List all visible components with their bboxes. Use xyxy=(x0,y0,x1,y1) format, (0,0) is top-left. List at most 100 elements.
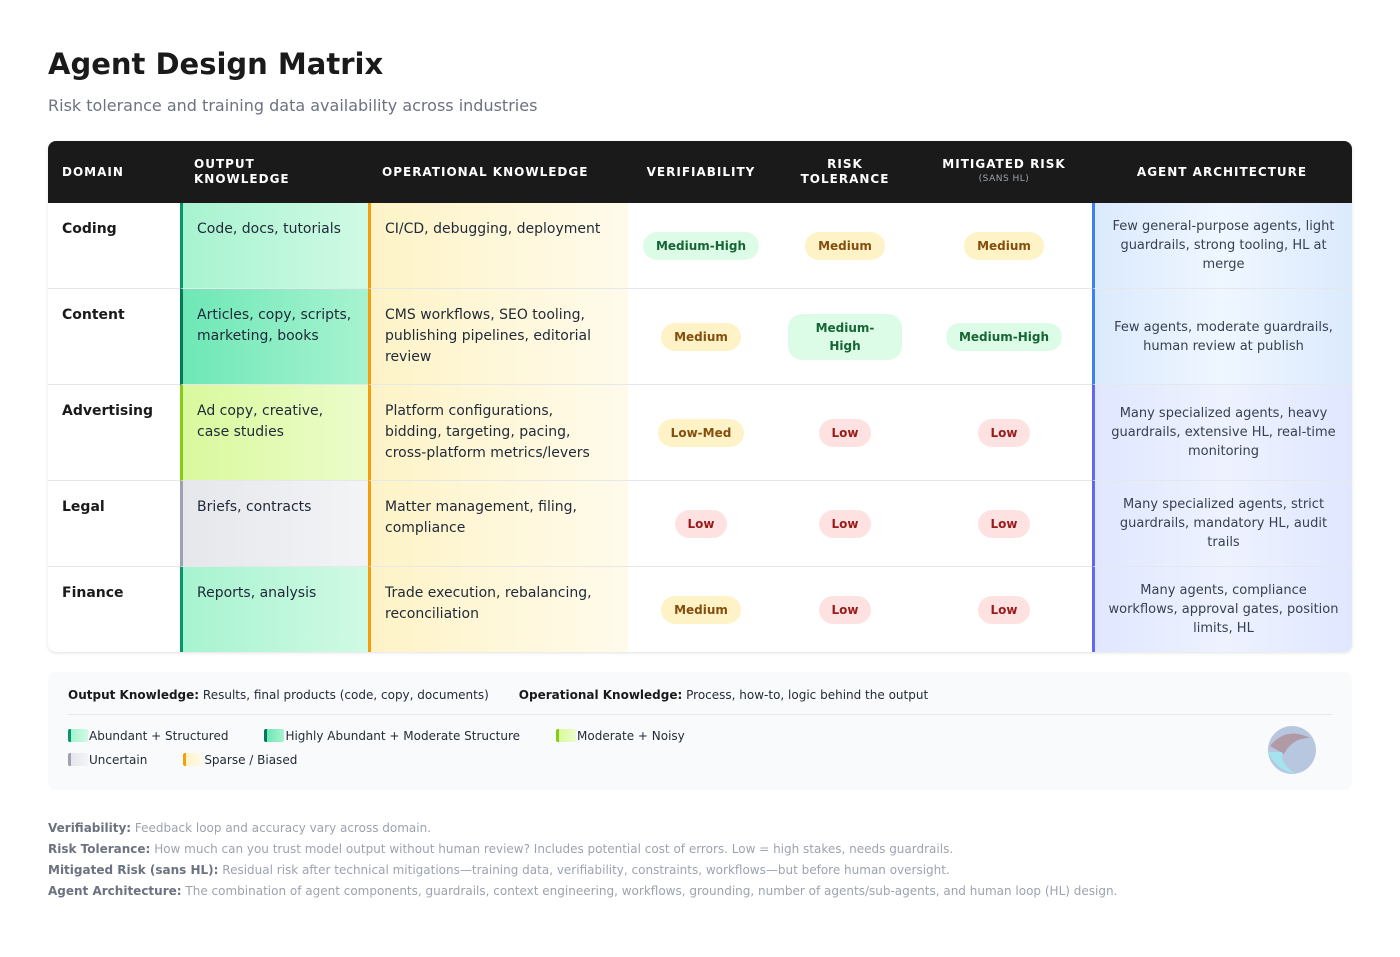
output-knowledge-cell: Code, docs, tutorials xyxy=(180,203,368,289)
domain-cell: Legal xyxy=(48,481,180,567)
footnote-text: The combination of agent components, gua… xyxy=(185,884,1118,898)
operational-knowledge-cell: CI/CD, debugging, deployment xyxy=(368,203,628,289)
legend-item: Highly Abundant + Moderate Structure xyxy=(264,729,520,743)
legend-item: Abundant + Structured xyxy=(68,729,228,743)
rating-badge: Low xyxy=(818,595,872,624)
column-header: OUTPUT KNOWLEDGE xyxy=(180,141,368,203)
verifiability-cell: Medium-High xyxy=(628,203,774,289)
risk-tolerance-cell: Medium-High xyxy=(774,289,916,385)
column-label: AGENT ARCHITECTURE xyxy=(1136,164,1308,179)
definition: Operational Knowledge: Process, how-to, … xyxy=(519,688,928,702)
footnote: Mitigated Risk (sans HL): Residual risk … xyxy=(48,860,1352,881)
risk-tolerance-cell: Low xyxy=(774,481,916,567)
operational-knowledge-cell: Platform configurations, bidding, target… xyxy=(368,385,628,481)
footnote-term: Verifiability: xyxy=(48,821,132,835)
rating-badge: Low xyxy=(977,595,1031,624)
column-label: MITIGATED RISK xyxy=(942,157,1066,171)
column-note: (SANS HL) xyxy=(978,174,1030,184)
logo-shape xyxy=(1268,752,1296,774)
domain-cell: Advertising xyxy=(48,385,180,481)
operational-knowledge-cell: Matter management, filing, compliance xyxy=(368,481,628,567)
footnote-term: Agent Architecture: xyxy=(48,884,182,898)
mitigated-risk-cell: Low xyxy=(916,567,1092,652)
rating-badge: Low xyxy=(674,509,728,538)
architecture-cell: Many specialized agents, heavy guardrail… xyxy=(1092,385,1352,481)
title: Agent Design Matrix xyxy=(48,47,384,81)
verifiability-cell: Low-Med xyxy=(628,385,774,481)
logo-shape xyxy=(1270,733,1310,754)
architecture-cell: Few agents, moderate guardrails, human r… xyxy=(1092,289,1352,385)
mitigated-risk-cell: Medium-High xyxy=(916,289,1092,385)
legend-swatch xyxy=(556,729,576,742)
legend-swatch xyxy=(68,729,88,742)
operational-knowledge-cell: Trade execution, rebalancing, reconcilia… xyxy=(368,567,628,652)
column-header: DOMAIN xyxy=(48,141,180,203)
column-label: OUTPUT KNOWLEDGE xyxy=(194,157,290,186)
definition: Output Knowledge: Results, final product… xyxy=(68,688,489,702)
architecture-cell: Many agents, compliance workflows, appro… xyxy=(1092,567,1352,652)
footnote-text: Residual risk after technical mitigation… xyxy=(222,863,950,877)
column-header: MITIGATED RISK (SANS HL) xyxy=(916,141,1092,203)
table-body: Coding Code, docs, tutorials CI/CD, debugg… xyxy=(48,203,1352,652)
category-legend: Abundant + Structured Highly Abundant + M… xyxy=(68,729,768,777)
definition-text: Process, how-to, logic behind the output xyxy=(686,688,929,702)
legend-label: Moderate + Noisy xyxy=(577,729,685,743)
legend-item: Sparse / Biased xyxy=(183,753,297,767)
footnote-text: How much can you trust model output with… xyxy=(154,842,954,856)
domain-cell: Finance xyxy=(62,585,124,601)
verifiability-cell: Medium xyxy=(628,289,774,385)
verifiability-cell: Medium xyxy=(628,567,774,652)
logo xyxy=(1268,726,1316,774)
architecture-cell: Few general-purpose agents, light guardr… xyxy=(1092,203,1352,289)
verifiability-cell: Low xyxy=(628,481,774,567)
architecture-cell: Many specialized agents, strict guardrai… xyxy=(1092,481,1352,567)
table-row: Finance Reports, analysis Trade execution,… xyxy=(48,567,1352,652)
risk-tolerance-cell: Medium xyxy=(774,203,916,289)
column-header: VERIFIABILITY xyxy=(628,141,774,203)
column-label: VERIFIABILITY xyxy=(646,164,756,179)
output-knowledge-cell: Articles, copy, scripts, marketing, book… xyxy=(180,289,368,385)
table-row: Coding Code, docs, tutorials CI/CD, debugg… xyxy=(48,203,1352,289)
rating-badge: Low xyxy=(977,509,1031,538)
legend-label: Abundant + Structured xyxy=(89,729,229,743)
table-row: Content Articles, copy, scripts, marketin… xyxy=(48,289,1352,385)
risk-tolerance-cell: Low xyxy=(774,567,916,652)
column-label: OPERATIONAL KNOWLEDGE xyxy=(382,164,589,179)
subtitle: Risk tolerance and training data availab… xyxy=(48,96,538,115)
legend-item: Uncertain xyxy=(68,753,147,767)
definition-term: Output Knowledge: xyxy=(68,688,200,702)
footnote: Risk Tolerance: How much can you trust m… xyxy=(48,839,1352,860)
rating-badge: Medium xyxy=(805,231,885,260)
rating-badge: Medium-High xyxy=(945,322,1063,351)
rating-badge: Medium xyxy=(661,322,741,351)
rating-badge: Low xyxy=(818,418,872,447)
table-row: Legal Briefs, contracts Matter management,… xyxy=(48,481,1352,567)
footnote-term: Mitigated Risk (sans HL): xyxy=(48,863,219,877)
rating-badge: Medium xyxy=(964,231,1044,260)
table-row: Advertising Ad copy, creative, case studi… xyxy=(48,385,1352,481)
container: Agent Design Matrix Risk tolerance and t… xyxy=(48,44,1352,902)
legend: Output Knowledge: Results, final product… xyxy=(48,672,1352,790)
output-knowledge-cell: Reports, analysis xyxy=(180,567,368,652)
mitigated-risk-cell: Medium xyxy=(916,203,1092,289)
mitigated-risk-cell: Low xyxy=(916,385,1092,481)
header-row: DOMAIN OUTPUT KNOWLEDGE OPERATIONAL KNOWLE… xyxy=(48,141,1352,203)
column-label: RISK TOLERANCE xyxy=(800,157,890,186)
legend-label: Uncertain xyxy=(89,753,148,767)
legend-swatch xyxy=(183,753,204,766)
legend-label: Highly Abundant + Moderate Structure xyxy=(285,729,520,743)
rating-badge: Low xyxy=(818,509,872,538)
definition-term: Operational Knowledge: xyxy=(518,688,683,702)
output-knowledge-cell: Ad copy, creative, case studies xyxy=(180,385,368,481)
footnotes: Verifiability: Feedback loop and accurac… xyxy=(48,818,1352,902)
legend-label: Sparse / Biased xyxy=(204,753,298,767)
rating-badge: Low-Med xyxy=(657,418,745,447)
footnote-term: Risk Tolerance: xyxy=(48,842,151,856)
definitions: Output Knowledge: Results, final product… xyxy=(68,688,1332,715)
operational-knowledge-cell: CMS workflows, SEO tooling, publishing p… xyxy=(368,289,628,385)
legend-item: Moderate + Noisy xyxy=(556,729,685,743)
definition-text: Results, final products (code, copy, doc… xyxy=(202,688,489,702)
rating-badge: Medium-High xyxy=(642,231,760,260)
footnote: Verifiability: Feedback loop and accurac… xyxy=(48,818,1352,839)
